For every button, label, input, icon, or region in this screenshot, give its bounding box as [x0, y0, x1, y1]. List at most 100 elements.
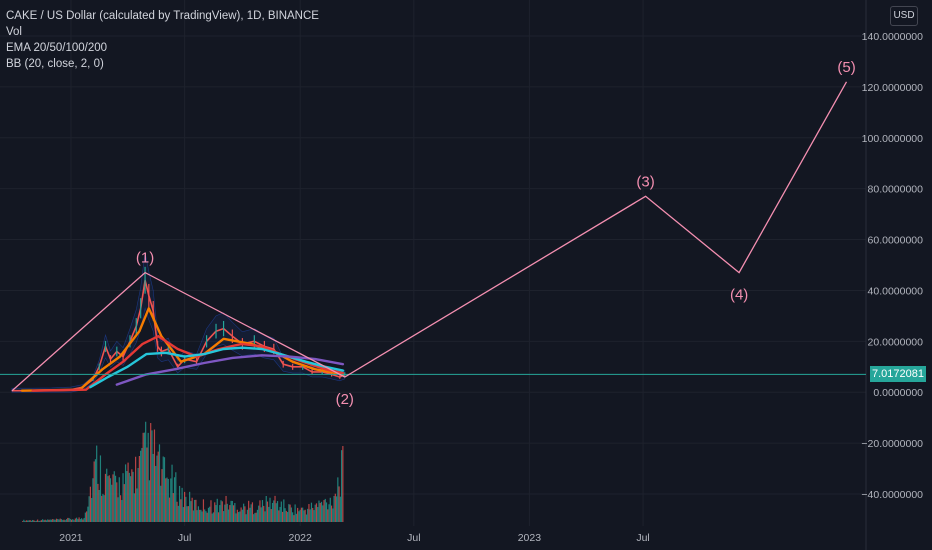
volume-bar — [27, 520, 29, 522]
volume-bar — [271, 502, 274, 522]
volume-bar — [246, 509, 249, 522]
ema-legend[interactable]: EMA 20/50/100/200 — [6, 42, 108, 54]
volume-bar — [122, 473, 124, 522]
last-price-badge: 7.0172081 — [870, 366, 926, 383]
volume-bar — [263, 505, 265, 522]
volume-bar — [273, 500, 275, 522]
volume-bar — [131, 469, 133, 522]
symbol-title[interactable]: CAKE / US Dollar (calculated by TradingV… — [6, 10, 319, 22]
volume-bar — [40, 520, 43, 522]
volume-bar — [119, 495, 122, 522]
currency-button[interactable]: USD — [890, 6, 918, 26]
volume-bar — [212, 512, 215, 522]
volume-bar — [136, 488, 138, 522]
volume-legend[interactable]: Vol — [6, 26, 22, 38]
volume-bar — [162, 456, 164, 522]
volume-bar — [129, 476, 132, 522]
volume-bar — [232, 505, 235, 522]
volume-bar — [64, 520, 66, 522]
volume-bar — [327, 509, 329, 522]
volume-bar — [269, 497, 271, 522]
x-tick-label: Jul — [407, 532, 420, 544]
wave-label: (2) — [336, 391, 354, 408]
volume-bar — [278, 510, 280, 522]
volume-bar — [215, 505, 217, 522]
volume-bar — [210, 500, 212, 522]
volume-bar — [138, 455, 140, 522]
bollinger-legend[interactable]: BB (20, close, 2, 0) — [6, 58, 104, 70]
volume-bar — [259, 500, 261, 522]
wave-label: (1) — [136, 250, 154, 267]
volume-bar — [24, 521, 26, 522]
volume-bar — [230, 500, 232, 522]
volume-bar — [308, 504, 310, 522]
volume-bar — [295, 513, 297, 522]
volume-bar — [253, 514, 255, 522]
volume-bar — [106, 468, 108, 522]
volume-bar — [165, 478, 167, 522]
volume-bar — [290, 507, 292, 522]
volume-bar — [92, 478, 94, 522]
volume-bar — [318, 500, 320, 522]
volume-bar — [35, 520, 37, 522]
volume-bar — [176, 501, 178, 522]
volume-bar — [280, 501, 282, 522]
volume-bar — [39, 520, 41, 522]
volume-bar — [175, 472, 177, 522]
volume-bar — [251, 502, 254, 522]
volume-bar — [157, 451, 159, 522]
volume-bar — [238, 512, 240, 522]
x-tick-label: Jul — [178, 532, 191, 544]
volume-bar — [185, 496, 187, 522]
volume-bar — [285, 510, 287, 522]
volume-bar — [329, 497, 331, 522]
volume-bar — [309, 509, 311, 522]
volume-bar — [289, 504, 291, 522]
volume-bar — [107, 476, 109, 522]
volume-bar — [91, 497, 93, 522]
volume-bar — [260, 507, 262, 522]
volume-bar — [239, 511, 241, 522]
y-tick-label: 60.0000000 — [868, 235, 924, 247]
volume-bar — [240, 507, 242, 522]
volume-bar — [58, 519, 60, 522]
volume-bar — [25, 520, 27, 522]
volume-bar — [315, 503, 318, 522]
y-tick-label: 20.0000000 — [868, 336, 924, 348]
volume-bar — [161, 469, 163, 522]
volume-bar — [304, 509, 306, 522]
volume-bar — [97, 483, 99, 522]
volume-bar — [50, 519, 53, 522]
volume-bar — [317, 507, 319, 522]
volume-bar — [104, 473, 107, 522]
volume-bar — [121, 500, 123, 522]
volume-bar — [75, 517, 78, 522]
volume-bar — [146, 447, 148, 522]
volume-bar — [145, 421, 147, 522]
volume-bar — [153, 429, 156, 522]
volume-bar — [235, 513, 237, 522]
volume-bar — [281, 511, 284, 522]
volume-bar — [135, 456, 137, 522]
volume-bar — [197, 506, 200, 522]
volume-bar — [205, 511, 207, 522]
volume-bar — [200, 509, 202, 522]
volume-bar — [255, 512, 257, 522]
volume-bar — [186, 506, 188, 522]
volume-bar — [152, 453, 154, 522]
volume-bar — [307, 508, 309, 522]
volume-bar — [319, 502, 321, 522]
volume-bar — [244, 506, 246, 522]
volume-bar — [332, 508, 334, 522]
volume-bar — [190, 501, 192, 522]
volume-bar — [141, 447, 143, 522]
volume-bar — [249, 507, 251, 522]
volume-bar — [220, 500, 222, 522]
volume-bar — [168, 497, 171, 522]
y-tick-label: 120.0000000 — [862, 82, 923, 94]
volume-bar — [337, 477, 339, 522]
volume-bar — [34, 521, 36, 522]
volume-bar — [298, 511, 300, 522]
volume-bar — [216, 498, 218, 522]
